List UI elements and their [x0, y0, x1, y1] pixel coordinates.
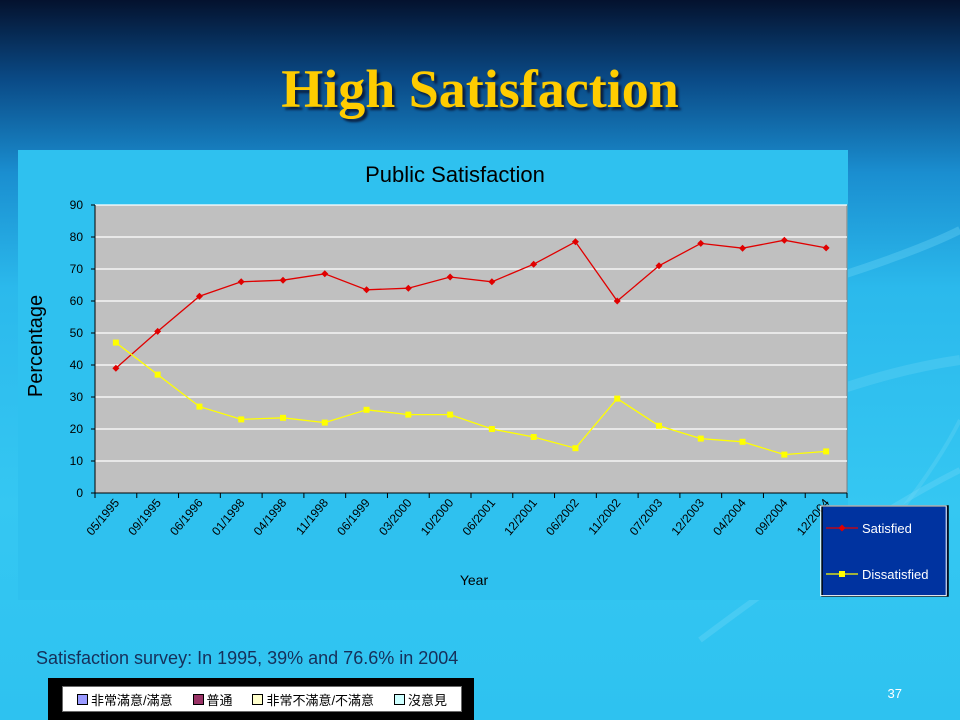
- point-satisfied: [446, 273, 454, 281]
- point-dissatisfied: [739, 438, 746, 445]
- legend-label-dissatisfied: Dissatisfied: [862, 567, 928, 582]
- survey-legend-label: 非常不滿意/不滿意: [266, 692, 375, 708]
- point-dissatisfied: [447, 411, 454, 418]
- legend-swatch: [192, 693, 204, 705]
- slide-title: High Satisfaction: [281, 59, 679, 119]
- point-dissatisfied: [530, 434, 537, 440]
- series-lines: [115, 239, 827, 456]
- survey-legend-label: 普通: [206, 692, 233, 708]
- y-tick-label: 0: [76, 486, 83, 500]
- point-dissatisfied: [363, 406, 370, 413]
- y-tick-label: 40: [70, 358, 84, 372]
- point-satisfied: [488, 278, 496, 286]
- point-satisfied: [195, 292, 203, 300]
- point-satisfied: [279, 276, 287, 284]
- series-line-satisfied: [115, 239, 827, 369]
- survey-legend-strip: 非常滿意/滿意 普通 非常不滿意/不滿意 沒意見: [48, 678, 474, 720]
- survey-legend-item: 沒意見: [393, 690, 447, 709]
- point-satisfied: [530, 260, 538, 268]
- point-satisfied: [154, 327, 162, 335]
- point-satisfied: [571, 238, 579, 246]
- y-tick-label: 50: [70, 326, 84, 340]
- survey-legend-item: 非常滿意/滿意: [76, 690, 173, 709]
- x-axis-label: Year: [460, 572, 489, 588]
- point-satisfied: [739, 244, 747, 252]
- point-dissatisfied: [488, 426, 495, 432]
- gridlines: [95, 204, 847, 462]
- point-dissatisfied: [238, 416, 245, 423]
- legend-marker: [838, 524, 846, 532]
- point-dissatisfied: [697, 435, 704, 442]
- legend-swatch: [252, 693, 264, 705]
- point-satisfied: [822, 244, 830, 252]
- legend-marker: [839, 571, 845, 577]
- plot-area: [94, 204, 848, 494]
- legend-swatch: [76, 693, 88, 705]
- y-axis-label: Percentage: [25, 295, 47, 397]
- point-satisfied: [780, 236, 788, 244]
- point-dissatisfied: [823, 448, 830, 455]
- slide-caption: Satisfaction survey: In 1995, 39% and 76…: [36, 648, 459, 668]
- survey-legend-label: 沒意見: [407, 692, 447, 708]
- survey-legend-box: 非常滿意/滿意 普通 非常不滿意/不滿意 沒意見: [62, 686, 462, 712]
- y-tick-label: 60: [70, 294, 84, 308]
- point-satisfied: [112, 364, 120, 372]
- point-satisfied: [237, 278, 245, 286]
- survey-legend-label: 非常滿意/滿意: [90, 692, 173, 708]
- point-dissatisfied: [321, 419, 328, 426]
- point-dissatisfied: [614, 395, 621, 402]
- point-satisfied: [404, 284, 412, 292]
- point-dissatisfied: [112, 339, 119, 346]
- y-tick-label: 20: [70, 422, 84, 436]
- legend-label-satisfied: Satisfied: [862, 521, 912, 536]
- point-satisfied: [363, 286, 371, 294]
- point-dissatisfied: [280, 414, 286, 421]
- point-dissatisfied: [572, 445, 579, 452]
- point-satisfied: [321, 270, 329, 278]
- point-dissatisfied: [656, 422, 662, 429]
- legend-swatch: [393, 693, 405, 705]
- page-number: 37: [887, 686, 902, 701]
- survey-legend-item: 非常不滿意/不滿意: [252, 690, 374, 709]
- series-markers: [112, 236, 830, 458]
- series-line-dissatisfied: [115, 342, 827, 456]
- y-tick-label: 70: [70, 262, 84, 276]
- point-satisfied: [613, 297, 621, 305]
- y-tick-label: 80: [70, 230, 84, 244]
- survey-legend-item: 普通: [192, 690, 233, 709]
- chart-legend: Satisfied Dissatisfied: [820, 505, 949, 597]
- point-satisfied: [697, 239, 705, 247]
- chart-title: Public Satisfaction: [365, 162, 545, 187]
- y-tick-label: 10: [70, 454, 84, 468]
- point-dissatisfied: [196, 403, 203, 410]
- point-dissatisfied: [405, 411, 412, 418]
- y-tick-label: 90: [70, 198, 84, 212]
- point-dissatisfied: [781, 451, 788, 458]
- public-satisfaction-chart: Public Satisfaction 0102030405060708090 …: [18, 150, 949, 600]
- point-satisfied: [655, 262, 663, 270]
- y-tick-label: 30: [70, 390, 84, 404]
- point-dissatisfied: [154, 371, 161, 378]
